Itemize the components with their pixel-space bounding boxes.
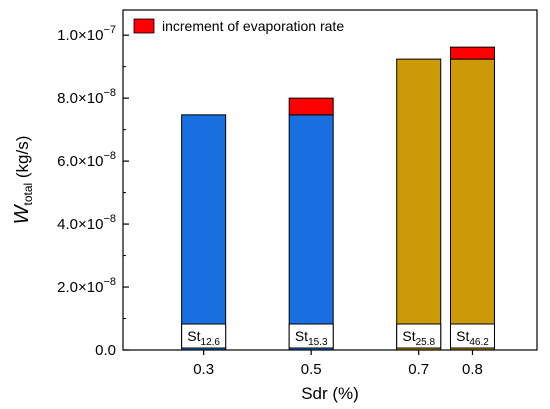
bar-labels-layer: St12.6 St15.3 St25.8 St46.2 <box>181 323 495 349</box>
y-tick-exponent: −8 <box>103 87 116 99</box>
bar-label-1: St12.6 <box>187 328 220 348</box>
bar-2 <box>288 114 334 351</box>
increment-bar-4 <box>449 46 495 60</box>
plot-frame <box>122 9 538 351</box>
bar-label-3: St25.8 <box>402 328 435 348</box>
bar-label-2: St15.3 <box>295 328 328 348</box>
y-tick-label: 0.0 <box>95 342 116 359</box>
y-tick-label: 6.0×10−8 <box>57 150 116 170</box>
bar-label-main: St <box>402 328 415 344</box>
x-tick-label: 0.7 <box>408 361 429 378</box>
x-tick-label: 0.8 <box>462 361 483 378</box>
y-axis: 0.02.0×10−84.0×10−86.0×10−88.0×10−81.0×1… <box>57 24 129 359</box>
legend-label: increment of evaporation rate <box>162 18 344 34</box>
bar-label-box-1 <box>181 323 227 349</box>
y-tick-mantissa: 2.0×10 <box>57 279 103 296</box>
x-axis: 0.3 0.5 0.7 0.8 <box>193 350 483 378</box>
bars-layer <box>181 46 495 351</box>
bar-label-sub: 12.6 <box>201 337 221 348</box>
y-axis-title-unit: (kg/s) <box>13 136 32 183</box>
y-tick-mantissa: 1.0×10 <box>57 27 103 44</box>
increment-bar-2 <box>288 97 334 116</box>
y-tick-mantissa: 4.0×10 <box>57 216 103 233</box>
legend: increment of evaporation rate <box>133 18 344 34</box>
y-tick-exponent: −8 <box>103 213 116 225</box>
bar-label-sub: 25.8 <box>416 337 436 348</box>
bar-label-main: St <box>187 328 200 344</box>
bar-label-main: St <box>295 328 308 344</box>
bar-1 <box>181 114 227 351</box>
y-tick-label: 4.0×10−8 <box>57 213 116 233</box>
bar-3 <box>396 58 442 351</box>
y-tick-label: 1.0×10−7 <box>57 24 116 44</box>
y-axis-title-main: W <box>11 203 33 224</box>
legend-swatch <box>133 18 155 34</box>
y-tick-label: 2.0×10−8 <box>57 276 116 296</box>
y-tick-exponent: −8 <box>103 276 116 288</box>
y-tick-mantissa: 6.0×10 <box>57 153 103 170</box>
bar-4 <box>449 58 495 351</box>
bar-label-box-3 <box>396 323 442 349</box>
bar-label-main: St <box>456 328 469 344</box>
y-tick-exponent: −7 <box>103 24 116 36</box>
y-tick-mantissa: 8.0×10 <box>57 90 103 107</box>
x-tick-label: 0.3 <box>193 361 214 378</box>
y-tick-exponent: −8 <box>103 150 116 162</box>
y-axis-title: Wtotal (kg/s) <box>11 136 35 225</box>
y-tick-label: 8.0×10−8 <box>57 87 116 107</box>
x-axis-title: Sdr (%) <box>301 384 359 403</box>
bar-label-box-4 <box>449 323 495 349</box>
y-axis-title-sub: total <box>21 183 35 206</box>
bar-label-4: St46.2 <box>456 328 489 348</box>
bar-label-sub: 46.2 <box>469 337 489 348</box>
x-tick-label: 0.5 <box>301 361 322 378</box>
bar-label-sub: 15.3 <box>308 337 328 348</box>
bar-label-box-2 <box>288 323 334 349</box>
